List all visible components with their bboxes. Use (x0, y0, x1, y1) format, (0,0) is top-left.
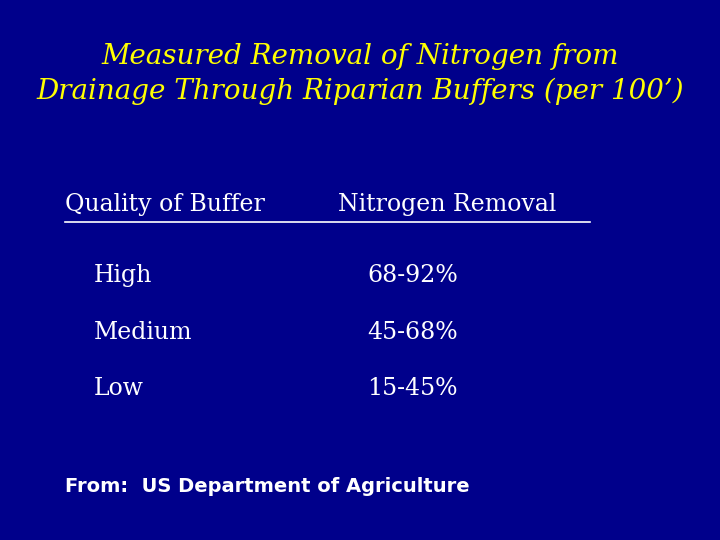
Text: 45-68%: 45-68% (367, 321, 458, 343)
Text: Quality of Buffer: Quality of Buffer (65, 193, 265, 216)
Text: From:  US Department of Agriculture: From: US Department of Agriculture (65, 476, 469, 496)
Text: Measured Removal of Nitrogen from
Drainage Through Riparian Buffers (per 100’): Measured Removal of Nitrogen from Draina… (36, 43, 684, 105)
Text: Low: Low (94, 377, 143, 400)
Text: 68-92%: 68-92% (367, 264, 458, 287)
Text: 15-45%: 15-45% (367, 377, 458, 400)
Text: High: High (94, 264, 152, 287)
Text: Nitrogen Removal: Nitrogen Removal (338, 193, 557, 216)
Text: Medium: Medium (94, 321, 192, 343)
